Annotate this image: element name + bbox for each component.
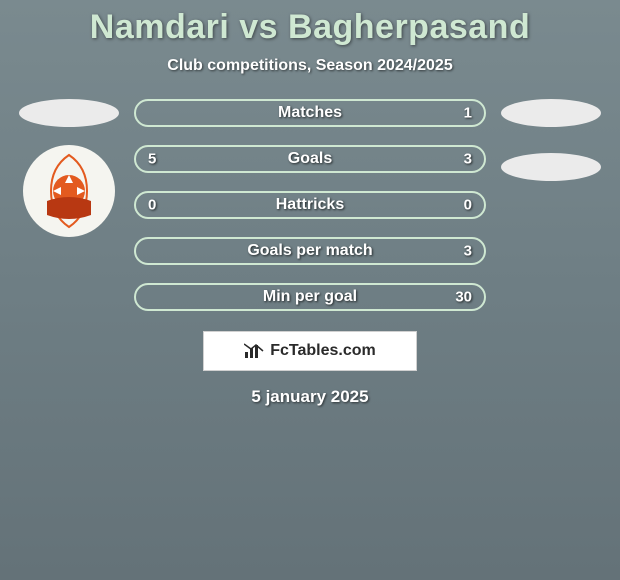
stat-label: Goals per match — [247, 242, 372, 260]
stat-right-value: 0 — [464, 197, 472, 214]
stat-right-value: 3 — [464, 243, 472, 260]
right-player-photo-placeholder — [501, 99, 601, 127]
stat-row-matches: Matches 1 — [134, 99, 486, 127]
stat-row-hattricks: 0 Hattricks 0 — [134, 191, 486, 219]
stat-label: Goals — [288, 150, 332, 168]
page-title: Namdari vs Bagherpasand — [0, 8, 620, 47]
stat-row-goals: 5 Goals 3 — [134, 145, 486, 173]
left-player-photo-placeholder — [19, 99, 119, 127]
date-text: 5 january 2025 — [0, 387, 620, 407]
brand-attribution[interactable]: FcTables.com — [203, 331, 417, 371]
main-row: Matches 1 5 Goals 3 0 Hattricks 0 Goals … — [0, 99, 620, 311]
subtitle: Club competitions, Season 2024/2025 — [0, 57, 620, 75]
bar-chart-icon — [244, 342, 264, 360]
stat-row-min-per-goal: Min per goal 30 — [134, 283, 486, 311]
stat-right-value: 30 — [455, 289, 472, 306]
stat-label: Hattricks — [276, 196, 344, 214]
stat-right-value: 3 — [464, 151, 472, 168]
brand-text: FcTables.com — [270, 342, 376, 360]
stat-left-value: 5 — [148, 151, 156, 168]
right-club-logo-placeholder — [501, 153, 601, 181]
stats-column: Matches 1 5 Goals 3 0 Hattricks 0 Goals … — [134, 99, 486, 311]
stat-label: Min per goal — [263, 288, 357, 306]
left-club-logo — [23, 145, 115, 237]
left-player-col — [14, 99, 124, 237]
widget-container: Namdari vs Bagherpasand Club competition… — [0, 0, 620, 407]
stat-row-goals-per-match: Goals per match 3 — [134, 237, 486, 265]
stat-left-value: 0 — [148, 197, 156, 214]
right-player-col — [496, 99, 606, 181]
stat-right-value: 1 — [464, 105, 472, 122]
club-logo-icon — [27, 149, 111, 233]
stat-label: Matches — [278, 104, 342, 122]
